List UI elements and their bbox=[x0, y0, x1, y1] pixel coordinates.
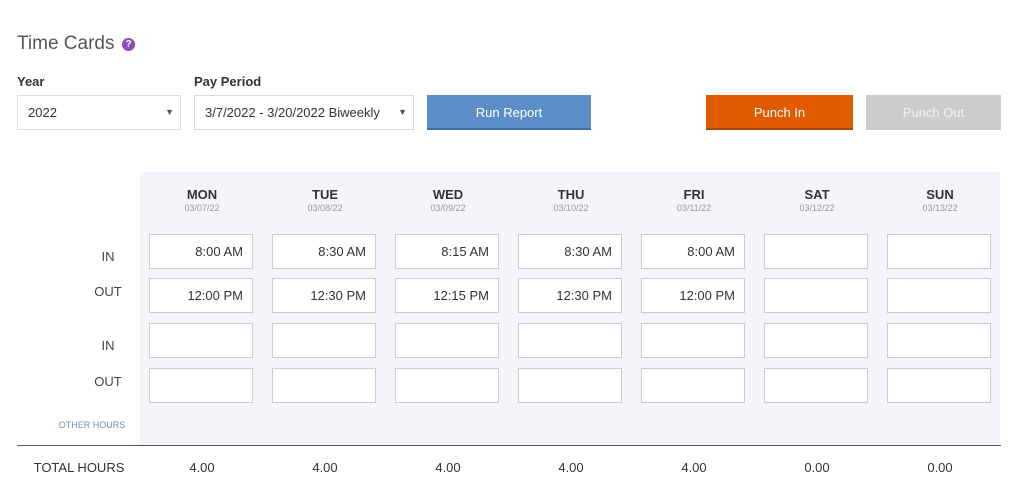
pay-period-select[interactable]: 3/7/2022 - 3/20/2022 Biweekly ▼ bbox=[194, 95, 414, 130]
day-date: 03/08/22 bbox=[307, 203, 343, 213]
time-input[interactable] bbox=[641, 368, 745, 403]
time-input[interactable]: 12:30 PM bbox=[272, 278, 376, 313]
caret: ▼ bbox=[165, 107, 174, 117]
total-hours-label: TOTAL HOURS bbox=[33, 460, 125, 475]
time-input[interactable]: 8:30 AM bbox=[518, 234, 622, 269]
time-input[interactable]: 12:15 PM bbox=[395, 278, 499, 313]
punch-out-button[interactable]: Punch Out bbox=[866, 95, 1001, 130]
punch-in-button[interactable]: Punch In bbox=[706, 95, 853, 130]
total-hours-value: 4.00 bbox=[435, 460, 461, 475]
time-input[interactable] bbox=[764, 278, 868, 313]
pay-period-label: Pay Period bbox=[194, 74, 262, 89]
time-input[interactable] bbox=[764, 368, 868, 403]
time-input[interactable]: 8:15 AM bbox=[395, 234, 499, 269]
divider bbox=[17, 445, 1001, 446]
year-label: Year bbox=[17, 74, 45, 89]
day-name: WED bbox=[432, 187, 464, 202]
time-input[interactable] bbox=[272, 368, 376, 403]
other-hours-link[interactable]: OTHER HOURS bbox=[58, 420, 126, 430]
day-date: 03/10/22 bbox=[553, 203, 589, 213]
row-label: IN bbox=[101, 249, 115, 264]
day-name: THU bbox=[557, 187, 585, 202]
row-label: OUT bbox=[94, 284, 122, 299]
day-name: TUE bbox=[312, 187, 338, 202]
total-hours-value: 4.00 bbox=[189, 460, 215, 475]
day-date: 03/09/22 bbox=[430, 203, 466, 213]
total-hours-value: 0.00 bbox=[804, 460, 830, 475]
page-title: Time Cards bbox=[17, 33, 115, 54]
day-name: SUN bbox=[926, 187, 954, 202]
day-name: MON bbox=[186, 187, 218, 202]
year-value: 2022 bbox=[28, 105, 57, 120]
time-input[interactable]: 8:00 AM bbox=[149, 234, 253, 269]
time-input[interactable]: 8:00 AM bbox=[641, 234, 745, 269]
day-date: 03/13/22 bbox=[922, 203, 958, 213]
time-input[interactable] bbox=[149, 323, 253, 358]
row-label: IN bbox=[101, 338, 115, 353]
time-input[interactable] bbox=[518, 368, 622, 403]
time-input[interactable] bbox=[641, 323, 745, 358]
time-input[interactable] bbox=[887, 234, 991, 269]
time-input[interactable] bbox=[887, 278, 991, 313]
total-hours-value: 4.00 bbox=[558, 460, 584, 475]
time-input[interactable]: 8:30 AM bbox=[272, 234, 376, 269]
time-input[interactable] bbox=[395, 323, 499, 358]
time-input[interactable] bbox=[518, 323, 622, 358]
day-name: SAT bbox=[804, 187, 830, 202]
total-hours-value: 4.00 bbox=[312, 460, 338, 475]
day-date: 03/07/22 bbox=[184, 203, 220, 213]
time-input[interactable] bbox=[887, 323, 991, 358]
help-icon[interactable]: ? bbox=[122, 38, 135, 51]
time-input[interactable]: 12:00 PM bbox=[149, 278, 253, 313]
total-hours-value: 0.00 bbox=[927, 460, 953, 475]
time-input[interactable] bbox=[887, 368, 991, 403]
day-date: 03/12/22 bbox=[799, 203, 835, 213]
day-date: 03/11/22 bbox=[676, 203, 712, 213]
year-select[interactable]: 2022 ▼ bbox=[17, 95, 181, 130]
time-input[interactable] bbox=[395, 368, 499, 403]
time-input[interactable] bbox=[764, 323, 868, 358]
time-input[interactable] bbox=[272, 323, 376, 358]
time-input[interactable]: 12:30 PM bbox=[518, 278, 622, 313]
day-name: FRI bbox=[683, 187, 705, 202]
time-input[interactable] bbox=[764, 234, 868, 269]
time-input[interactable] bbox=[149, 368, 253, 403]
pay-period-value: 3/7/2022 - 3/20/2022 Biweekly bbox=[205, 105, 380, 120]
run-report-button[interactable]: Run Report bbox=[427, 95, 591, 130]
total-hours-value: 4.00 bbox=[681, 460, 707, 475]
time-input[interactable]: 12:00 PM bbox=[641, 278, 745, 313]
caret: ▼ bbox=[398, 107, 407, 117]
row-label: OUT bbox=[94, 374, 122, 389]
